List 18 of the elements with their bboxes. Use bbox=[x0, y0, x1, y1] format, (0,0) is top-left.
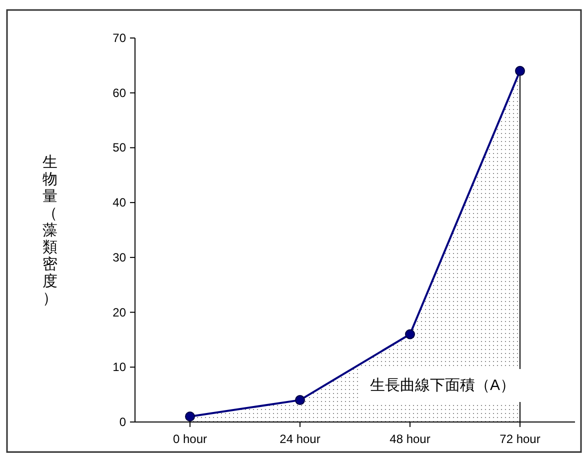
x-tick-label: 0 hour bbox=[172, 432, 208, 446]
y-tick-label: 10 bbox=[112, 360, 126, 374]
y-tick-label: 70 bbox=[112, 31, 126, 45]
y-tick-label: 0 bbox=[119, 415, 126, 429]
x-tick-label: 72 hour bbox=[500, 432, 540, 446]
x-tick-label: 48 hour bbox=[390, 432, 430, 446]
y-tick-label: 20 bbox=[112, 305, 126, 320]
text: 生物量（藻類密度） bbox=[42, 154, 58, 307]
point bbox=[185, 412, 195, 422]
y-tick-label: 40 bbox=[112, 196, 126, 210]
annotation: 生長曲線下面積（A） bbox=[370, 377, 516, 394]
x-tick-label: 24 hour bbox=[280, 432, 320, 446]
y-tick-label: 50 bbox=[112, 140, 126, 155]
y-tick-label: 30 bbox=[112, 250, 126, 264]
y-tick-label: 60 bbox=[112, 86, 126, 100]
point bbox=[295, 395, 305, 406]
point bbox=[405, 329, 415, 340]
point bbox=[515, 66, 525, 76]
